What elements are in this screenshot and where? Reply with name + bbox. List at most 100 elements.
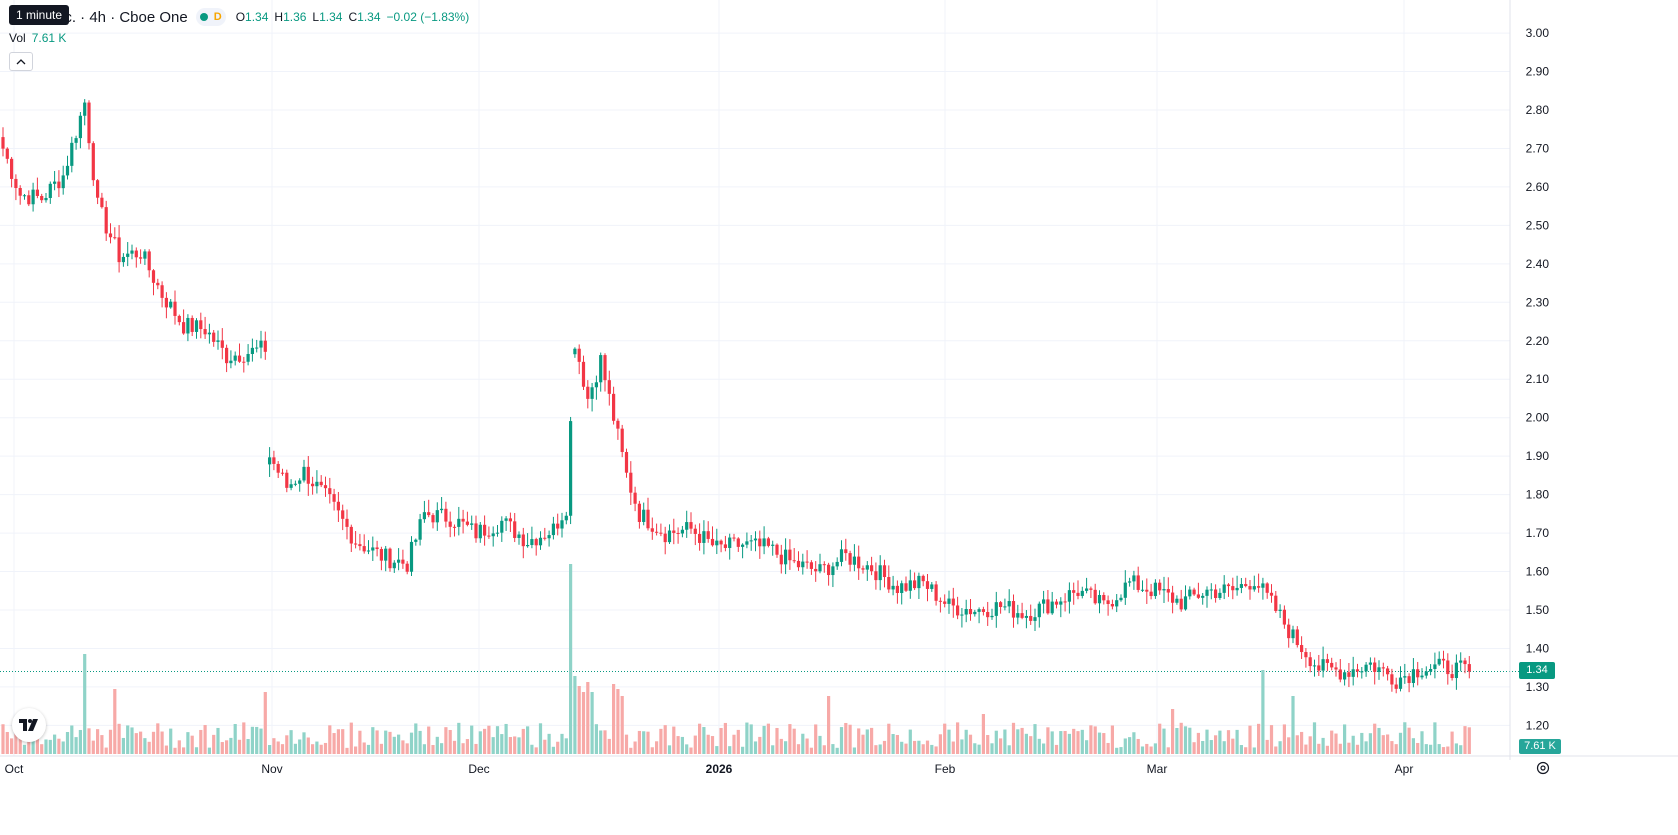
volume-bar bbox=[1394, 744, 1398, 754]
candle-body bbox=[676, 532, 680, 534]
candle-body bbox=[483, 524, 487, 536]
candle-body bbox=[431, 515, 435, 523]
candle-body bbox=[633, 492, 637, 504]
candle-body bbox=[349, 526, 353, 544]
volume-bar bbox=[586, 682, 590, 754]
y-tick-label: 1.60 bbox=[1526, 565, 1550, 579]
candle-body bbox=[827, 564, 831, 576]
volume-bar bbox=[474, 743, 478, 754]
volume-bar bbox=[887, 723, 891, 754]
volume-bar bbox=[1386, 734, 1390, 754]
volume-bar bbox=[934, 746, 938, 754]
volume-bar bbox=[1252, 747, 1256, 754]
volume-bar bbox=[925, 740, 930, 754]
volume-bar bbox=[354, 746, 358, 754]
gear-icon[interactable] bbox=[1535, 760, 1551, 776]
y-tick-label: 2.10 bbox=[1526, 372, 1550, 386]
candle-body bbox=[409, 541, 414, 572]
candle-body bbox=[1029, 615, 1033, 621]
symbol-title[interactable]: nc. · 4h · Cboe One bbox=[56, 8, 188, 26]
candle-body bbox=[659, 532, 663, 534]
candle-body bbox=[594, 382, 598, 388]
candle-body bbox=[667, 530, 672, 543]
candle-body bbox=[874, 571, 878, 581]
volume-bar bbox=[336, 729, 340, 754]
volume-bar bbox=[517, 737, 521, 754]
volume-bar bbox=[1201, 740, 1205, 754]
volume-bar bbox=[319, 744, 323, 754]
volume-bar bbox=[680, 736, 684, 754]
volume-bar bbox=[1020, 727, 1024, 754]
candle-body bbox=[117, 237, 121, 263]
y-tick-label: 1.90 bbox=[1526, 449, 1550, 463]
candle-body bbox=[164, 297, 168, 308]
candle-body bbox=[474, 523, 478, 539]
volume-bar bbox=[1145, 743, 1149, 754]
volume-bar bbox=[964, 729, 968, 754]
candle-body bbox=[891, 585, 895, 590]
candle-body bbox=[427, 512, 431, 516]
candle-body bbox=[379, 549, 383, 561]
candle-body bbox=[612, 393, 616, 421]
volume-bar bbox=[169, 728, 173, 754]
x-tick-label: 2026 bbox=[706, 762, 733, 776]
candle-body bbox=[1149, 591, 1153, 597]
y-tick-label: 2.00 bbox=[1526, 411, 1550, 425]
candle-body bbox=[1424, 671, 1428, 676]
volume-bar bbox=[874, 745, 878, 754]
candle-body bbox=[887, 577, 891, 590]
volume-bar bbox=[298, 739, 302, 754]
candle-body bbox=[616, 420, 620, 429]
volume-bar bbox=[121, 737, 125, 754]
candle-body bbox=[968, 609, 973, 615]
collapse-legend-button[interactable] bbox=[9, 52, 33, 71]
candle-body bbox=[1433, 664, 1437, 669]
volume-bar bbox=[784, 741, 788, 754]
volume-bar bbox=[315, 741, 319, 754]
volume-bar bbox=[1282, 724, 1286, 754]
volume-bar bbox=[371, 727, 375, 754]
volume-bar bbox=[1166, 747, 1170, 754]
chevron-up-icon bbox=[16, 58, 26, 64]
volume-bar bbox=[1308, 736, 1312, 754]
volume-bar bbox=[44, 739, 48, 754]
volume-bar bbox=[151, 731, 156, 754]
candle-body bbox=[134, 250, 138, 258]
volume-bar bbox=[1450, 731, 1454, 754]
volume-bar bbox=[1033, 724, 1037, 754]
candle-body bbox=[1128, 581, 1132, 583]
volume-bar bbox=[100, 735, 104, 754]
candle-body bbox=[319, 481, 323, 486]
candle-body bbox=[422, 512, 426, 520]
volume-bar bbox=[594, 724, 598, 754]
volume-bar bbox=[1171, 709, 1175, 754]
volume-bar bbox=[1158, 723, 1162, 754]
candle-body bbox=[590, 387, 594, 399]
volume-bar bbox=[255, 726, 259, 754]
volume-bar bbox=[366, 744, 371, 754]
volume-bar bbox=[461, 743, 465, 754]
candle-body bbox=[947, 598, 951, 604]
candle-body bbox=[302, 466, 306, 481]
candle-body bbox=[160, 285, 164, 298]
volume-bar bbox=[126, 725, 130, 754]
volume-bar bbox=[637, 730, 641, 754]
volume-bar bbox=[1024, 733, 1028, 754]
volume-bar bbox=[1244, 747, 1248, 754]
candle-body bbox=[685, 522, 689, 530]
volume-bar bbox=[672, 726, 676, 754]
y-tick-label: 1.50 bbox=[1526, 603, 1550, 617]
volume-bar bbox=[822, 745, 826, 754]
candle-body bbox=[31, 189, 35, 205]
tradingview-logo[interactable] bbox=[12, 708, 46, 742]
volume-bar bbox=[706, 734, 710, 754]
candle-body bbox=[1067, 590, 1071, 602]
candle-body bbox=[943, 601, 947, 604]
candle-body bbox=[538, 537, 543, 546]
candle-body bbox=[371, 547, 375, 551]
volume-bar bbox=[1381, 735, 1385, 754]
volume-bar bbox=[276, 741, 280, 754]
market-status[interactable]: D bbox=[195, 8, 226, 26]
volume-label[interactable]: Vol bbox=[9, 31, 26, 45]
